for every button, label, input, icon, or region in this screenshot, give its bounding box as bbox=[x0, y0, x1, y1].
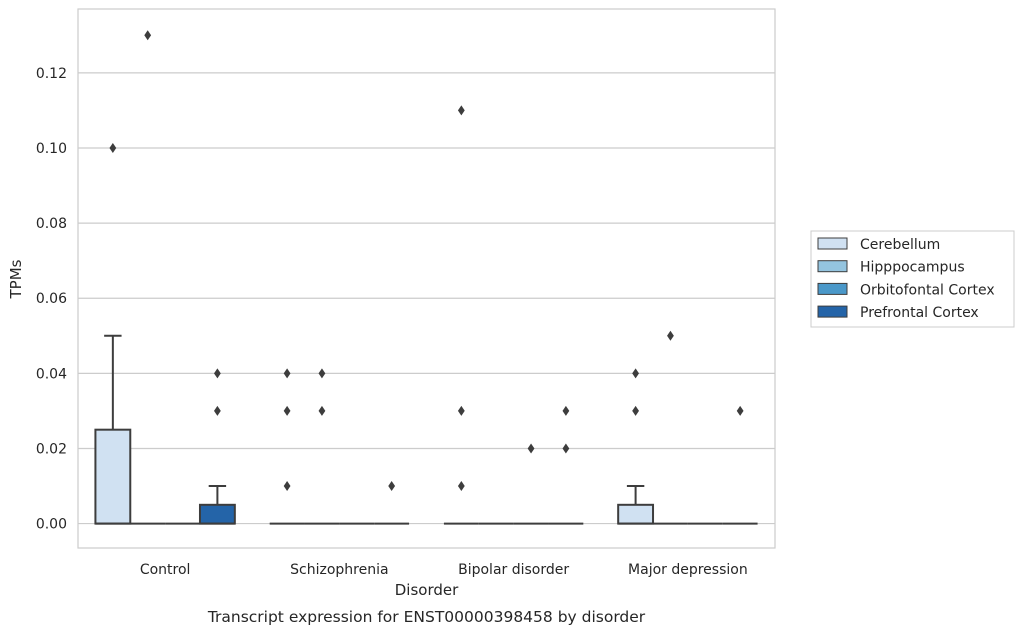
box-cerebellum bbox=[617, 485, 655, 525]
x-tick-label: Schizophrenia bbox=[290, 562, 388, 578]
box-body bbox=[94, 428, 132, 525]
outlier-point bbox=[214, 405, 221, 416]
outlier-points bbox=[109, 30, 744, 492]
legend-swatch bbox=[817, 260, 848, 273]
outlier-point bbox=[527, 443, 535, 454]
x-tick-label: Major depression bbox=[628, 562, 748, 578]
outlier-point bbox=[632, 405, 639, 416]
outlier-point bbox=[457, 481, 465, 492]
outlier-point bbox=[562, 443, 570, 454]
y-axis-title: TPMs bbox=[7, 259, 25, 299]
x-tick-label: Control bbox=[140, 562, 191, 578]
y-tick-label: 0.10 bbox=[36, 141, 67, 157]
box-groups bbox=[94, 334, 758, 525]
outlier-point bbox=[457, 405, 465, 416]
box-body bbox=[617, 503, 655, 525]
outlier-point bbox=[562, 405, 570, 416]
outlier-point bbox=[283, 481, 291, 492]
x-tick-labels: Control Schizophrenia Bipolar disorder Majo… bbox=[140, 562, 748, 578]
y-tick-label: 0.06 bbox=[36, 291, 67, 307]
legend-label: Cerebellum bbox=[860, 237, 940, 253]
box-body bbox=[198, 503, 236, 525]
x-tick-label: Bipolar disorder bbox=[458, 562, 569, 578]
outlier-point bbox=[283, 368, 291, 379]
y-gridlines bbox=[78, 72, 775, 525]
outlier-point bbox=[388, 481, 396, 492]
y-tick-label: 0.08 bbox=[36, 216, 67, 232]
chart-caption: Transcript expression for ENST0000039845… bbox=[207, 608, 646, 626]
y-tick-label: 0.02 bbox=[36, 441, 67, 457]
outlier-point bbox=[736, 405, 744, 416]
outlier-point bbox=[283, 405, 291, 416]
y-tick-label: 0.04 bbox=[36, 366, 67, 382]
box-prefrontal-cortex bbox=[198, 485, 236, 525]
outlier-point bbox=[144, 30, 152, 41]
y-tick-labels: 0.00 0.02 0.04 0.06 0.08 0.10 0.12 bbox=[36, 66, 67, 533]
legend: Cerebellum Hipppocampus Orbitofontal Corte… bbox=[810, 230, 1015, 328]
outlier-point bbox=[109, 142, 117, 153]
legend-label: Hipppocampus bbox=[860, 260, 965, 276]
box-cerebellum bbox=[94, 334, 132, 525]
y-tick-label: 0.12 bbox=[36, 66, 67, 82]
legend-label: Prefrontal Cortex bbox=[860, 305, 979, 321]
legend-label: Orbitofontal Cortex bbox=[860, 282, 995, 298]
outlier-point bbox=[457, 105, 465, 116]
x-axis-title: Disorder bbox=[395, 581, 459, 599]
outlier-point bbox=[318, 405, 326, 416]
plot-background bbox=[78, 9, 775, 548]
outlier-point bbox=[214, 368, 221, 379]
legend-swatch bbox=[817, 282, 848, 295]
legend-swatch bbox=[817, 237, 848, 250]
plot-frame bbox=[77, 8, 776, 549]
outlier-point bbox=[632, 368, 639, 379]
outlier-point bbox=[318, 368, 326, 379]
outlier-point bbox=[667, 330, 674, 341]
legend-swatch bbox=[817, 305, 848, 318]
y-tick-label: 0.00 bbox=[36, 517, 67, 533]
